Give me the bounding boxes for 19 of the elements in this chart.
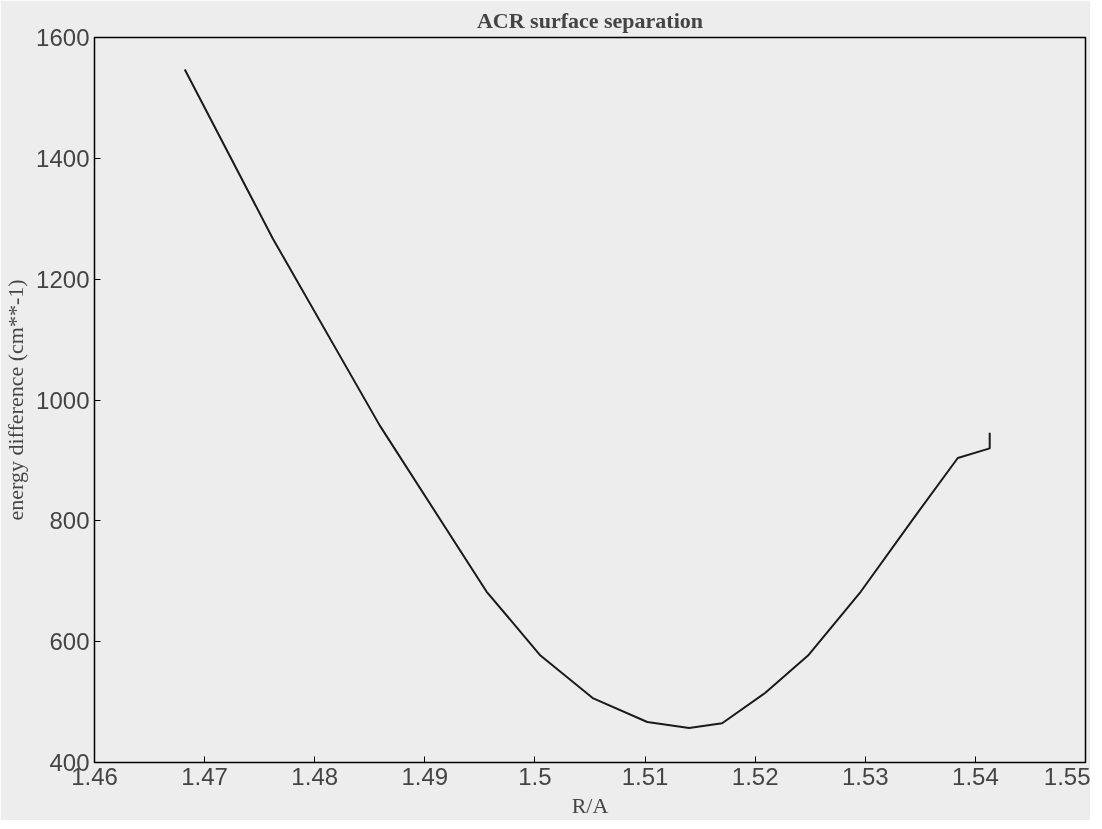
y-tick-label: 1600 <box>36 24 90 51</box>
y-tick-label: 1200 <box>36 265 90 293</box>
x-tick-label: 1.55 <box>1043 762 1091 790</box>
line-series <box>183 68 991 730</box>
x-tick-label: 1.54 <box>952 762 999 790</box>
x-tick-label: 1.48 <box>291 762 339 790</box>
y-tick-label: 1400 <box>36 144 90 172</box>
x-tick-label: 1.52 <box>731 762 779 790</box>
y-tick-label: 600 <box>49 628 90 656</box>
y-axis-title: energy difference (cm**-1) <box>3 279 29 521</box>
x-tick-label: 1.53 <box>841 762 889 790</box>
x-tick-label: 1.47 <box>181 762 228 790</box>
y-tick-label: 1000 <box>36 386 90 414</box>
y-tick-label: 800 <box>49 507 90 535</box>
x-tick-label: 1.49 <box>401 762 449 790</box>
chart-title: ACR surface separation <box>476 7 704 33</box>
x-tick-label: 1.5 <box>518 762 552 790</box>
x-axis-title: R/A <box>571 792 609 818</box>
x-tick-label: 1.51 <box>621 762 669 790</box>
